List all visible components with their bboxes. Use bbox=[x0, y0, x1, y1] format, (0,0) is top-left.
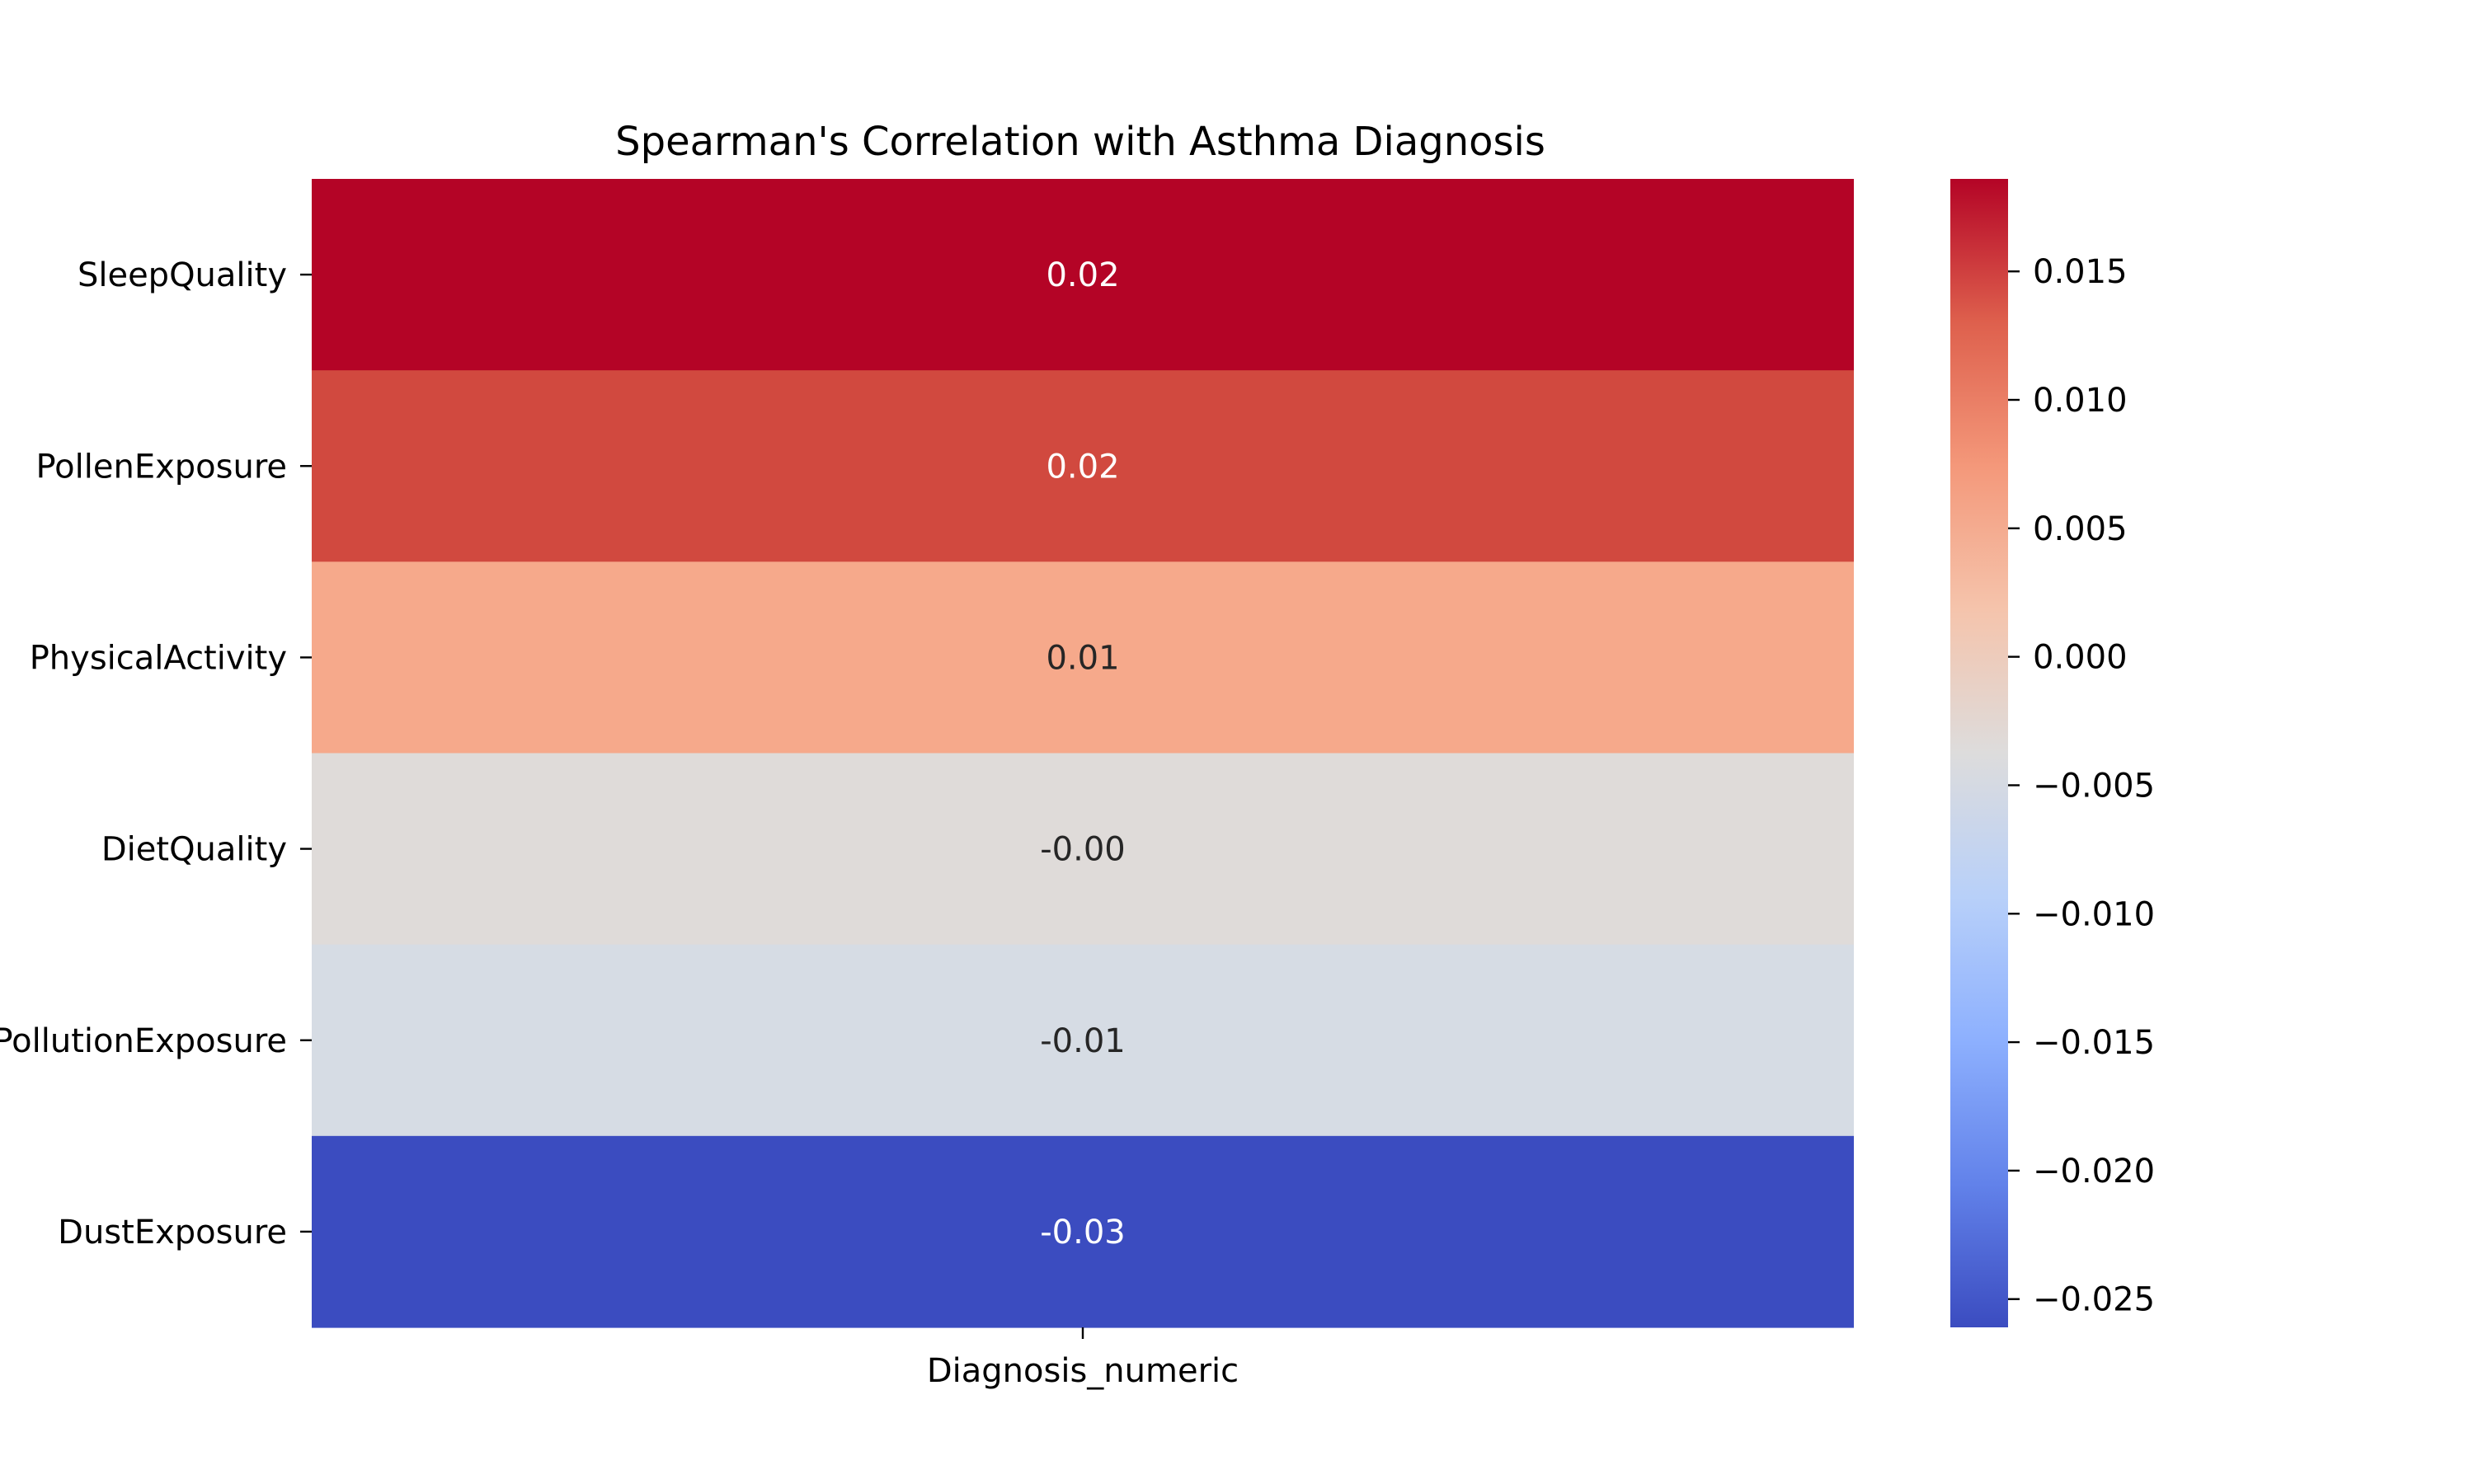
colorbar-tick-label: 0.015 bbox=[2033, 253, 2128, 291]
colorbar-tick-label: −0.015 bbox=[2033, 1024, 2155, 1062]
heatmap-cell-physical-activity bbox=[312, 561, 1854, 754]
chart-title: Spearman's Correlation with Asthma Diagn… bbox=[615, 119, 1545, 165]
y-tick-label-physical-activity: PhysicalActivity bbox=[30, 639, 287, 677]
colorbar-tick-label: −0.020 bbox=[2033, 1153, 2155, 1190]
heatmap-cell-dust-exposure bbox=[312, 1135, 1854, 1328]
y-tick-label-sleep-quality: SleepQuality bbox=[78, 256, 287, 294]
x-tick-label-diagnosis-numeric: Diagnosis_numeric bbox=[927, 1352, 1239, 1390]
colorbar-tick-label: −0.025 bbox=[2033, 1281, 2155, 1319]
colorbar-tick-label: 0.010 bbox=[2033, 382, 2128, 420]
y-tick-label-diet-quality: DietQuality bbox=[101, 831, 287, 869]
cell-annotation-sleep-quality: 0.02 bbox=[1046, 256, 1119, 294]
colorbar: 0.015 0.010 0.005 0.000 −0.005 −0.010 −0.015 −0… bbox=[1950, 179, 2155, 1327]
x-axis: Diagnosis_numeric bbox=[927, 1327, 1239, 1390]
colorbar-scale bbox=[1950, 179, 2008, 1327]
y-tick-label-pollution-exposure: PollutionExposure bbox=[0, 1022, 287, 1060]
colorbar-tick-label: −0.005 bbox=[2033, 767, 2155, 805]
colorbar-tick-label: 0.000 bbox=[2033, 639, 2128, 677]
cell-annotation-pollution-exposure: -0.01 bbox=[1040, 1022, 1126, 1060]
cell-annotation-pollen-exposure: 0.02 bbox=[1046, 448, 1119, 486]
cell-annotation-physical-activity: 0.01 bbox=[1046, 639, 1119, 677]
y-axis: SleepQuality PollenExposure PhysicalActivi… bbox=[0, 256, 312, 1252]
heatmap-cell-pollution-exposure bbox=[312, 944, 1854, 1137]
heatmap-cell-sleep-quality bbox=[312, 179, 1854, 371]
y-tick-label-dust-exposure: DustExposure bbox=[58, 1214, 287, 1252]
heatmap-cells: 0.02 0.02 0.01 -0.00 -0.01 -0.03 bbox=[312, 179, 1854, 1328]
colorbar-tick-label: 0.005 bbox=[2033, 510, 2128, 548]
y-tick-label-pollen-exposure: PollenExposure bbox=[35, 448, 287, 486]
colorbar-tick-label: −0.010 bbox=[2033, 895, 2155, 933]
cell-annotation-diet-quality: -0.00 bbox=[1040, 831, 1126, 869]
heatmap-cell-pollen-exposure bbox=[312, 370, 1854, 562]
cell-annotation-dust-exposure: -0.03 bbox=[1040, 1214, 1126, 1252]
heatmap-cell-diet-quality bbox=[312, 753, 1854, 946]
